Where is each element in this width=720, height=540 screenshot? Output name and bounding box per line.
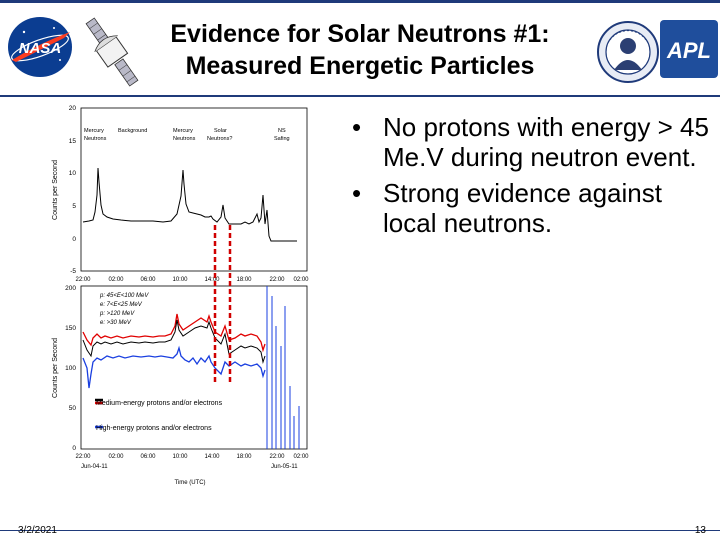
bottom-x-tick: 22:00 [269, 454, 285, 460]
bullet-marker: • [352, 112, 362, 142]
top-y-axis-label: Counts per Second [52, 160, 59, 220]
bottom-x-tick: 02:00 [293, 454, 309, 460]
top-x-tick: 14:00 [204, 277, 220, 283]
bottom-date-right: Jun-05-11 [271, 464, 298, 470]
particle-data-figure: Counts per Second 20 15 10 5 0 -5 Mercur… [52, 105, 309, 486]
bottom-y-tick: 0 [72, 445, 76, 452]
top-x-tick: 06:00 [140, 277, 156, 283]
bottom-x-axis-label: Time (UTC) [174, 480, 205, 486]
bullet-item: • No protons with energy > 45 Me.V durin… [350, 112, 710, 172]
annotation-solar-neutrons: Solar Neutrons? [207, 128, 232, 142]
bottom-y-tick: 100 [65, 365, 76, 372]
messenger-spacecraft-icon [85, 17, 139, 87]
nasa-logo-text: NASA [19, 40, 62, 57]
apl-logo: APL [660, 20, 718, 78]
bullet-text: Strong evidence against local neutrons. [383, 178, 662, 238]
legend-high-energy: High-energy protons and/or electrons [96, 425, 212, 432]
bottom-x-tick: 22:00 [75, 454, 91, 460]
top-x-tick: 22:00 [269, 277, 285, 283]
bottom-x-tick: 14:00 [204, 454, 220, 460]
bottom-x-tick: 06:00 [140, 454, 156, 460]
annotation-mercury-neutrons-1: Mercury Neutrons [84, 128, 107, 142]
top-panel: Counts per Second 20 15 10 5 0 -5 Mercur… [52, 105, 309, 283]
bottom-x-tick: 02:00 [108, 454, 124, 460]
top-y-tick: 20 [69, 105, 77, 112]
top-x-tick: 02:00 [108, 277, 124, 283]
bullet-text: No protons with energy > 45 Me.V during … [383, 112, 709, 172]
slide-title-line-2: Measured Energetic Particles [185, 52, 535, 80]
annotation-mercury-neutrons-2: Mercury Neutrons [173, 128, 196, 142]
black-series-trace [82, 319, 266, 364]
solar-event-highlight [213, 225, 232, 383]
bottom-date-left: Jun-04-11 [81, 464, 108, 470]
blue-series-trace [82, 345, 266, 389]
top-y-tick: 5 [72, 203, 76, 210]
top-x-tick: 02:00 [293, 277, 309, 283]
nasa-logo: NASA [8, 17, 72, 77]
blue-spike-lines [266, 286, 300, 449]
bottom-x-tick: 10:00 [172, 454, 188, 460]
top-y-tick: 15 [69, 138, 77, 145]
bottom-x-tick: 18:00 [236, 454, 252, 460]
legend-medium-energy: Medium-energy protons and/or electrons [96, 400, 223, 407]
header-top-rule [0, 0, 720, 3]
institution-seal-logo [597, 21, 659, 83]
bottom-panel: Counts per Second 200 150 100 50 0 p: 45… [52, 285, 309, 486]
top-x-tick: 22:00 [75, 277, 91, 283]
top-x-tick: 18:00 [236, 277, 252, 283]
red-series-trace [82, 313, 266, 353]
header-rule [0, 95, 720, 97]
apl-logo-text: APL [666, 38, 711, 63]
top-y-tick: 10 [69, 170, 77, 177]
top-y-tick: -5 [70, 268, 76, 275]
slide-title-line-1: Evidence for Solar Neutrons #1: [170, 20, 550, 48]
legend-energy-range: p: 45<E<100 MeV [99, 293, 149, 299]
bullet-item: • Strong evidence against local neutrons… [350, 178, 710, 238]
bottom-y-tick: 200 [65, 285, 76, 292]
bullet-marker: • [352, 178, 362, 208]
annotation-background: Background [118, 128, 147, 134]
annotation-ns-safing: NS Safing [274, 128, 290, 142]
top-x-tick: 10:00 [172, 277, 188, 283]
legend-energy-range: e: 7<E<25 MeV [100, 302, 143, 308]
legend-energy-range: p: >120 MeV [99, 311, 135, 317]
neutron-count-trace [82, 167, 297, 242]
page-number: 13 [694, 525, 706, 536]
bottom-y-tick: 150 [65, 325, 76, 332]
bullet-list: • No protons with energy > 45 Me.V durin… [350, 112, 710, 244]
bottom-y-tick: 50 [69, 405, 77, 412]
bottom-y-axis-label: Counts per Second [52, 338, 59, 398]
footer-date: 3/2/2021 [18, 525, 57, 536]
top-y-tick: 0 [72, 236, 76, 243]
slide-title: Evidence for Solar Neutrons #1: Measured… [120, 18, 600, 82]
footer-rule [0, 530, 720, 531]
legend-energy-range: e: >30 MeV [100, 320, 132, 326]
